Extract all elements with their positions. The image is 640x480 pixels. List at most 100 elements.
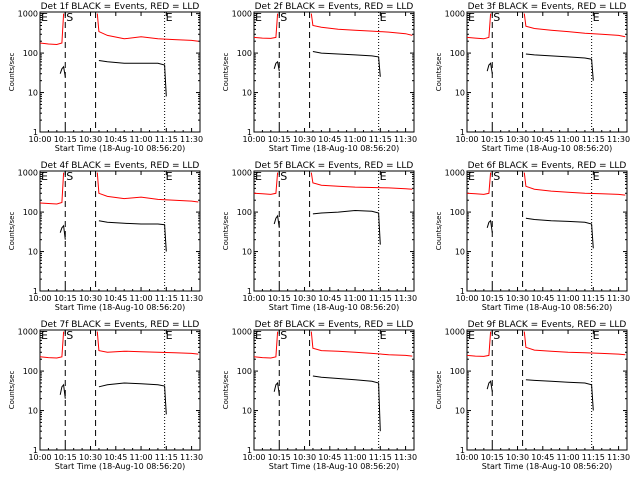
x-tick-label: 10:00 [455,453,478,462]
y-tick-label: 1000 [18,10,38,19]
detector-plot-5: Det 5f BLACK = Events, RED = LLD 1 10 100 10… [222,161,417,312]
y-tick-label: 10 [28,407,38,416]
x-tick-label: 10:30 [506,294,529,303]
lld-series-line [523,13,626,38]
x-tick-label: 10:15 [268,453,291,462]
detector-plot-7: Det 7f BLACK = Events, RED = LLD 1 10 100 10… [8,320,203,471]
lld-series-line [253,13,279,39]
x-tick-label: 11:30 [394,453,417,462]
y-tick-label: 1000 [232,169,252,178]
x-axis-label: Start Time (18-Aug-10 08:56:20) [482,303,613,312]
lld-series-line [253,331,279,359]
y-tick-label: 1000 [18,169,38,178]
x-tick-label: 11:30 [180,294,203,303]
x-tick-label: 11:30 [180,135,203,144]
marker-label: E [255,11,262,24]
x-tick-label: 11:00 [344,294,367,303]
events-series-line [273,60,280,72]
y-axis-label: Counts/sec [8,371,16,410]
x-tick-label: 10:00 [455,135,478,144]
x-tick-label: 10:00 [28,453,51,462]
marker-label: E [41,329,48,342]
x-tick-label: 11:30 [180,453,203,462]
plot-frame [466,329,628,451]
y-tick-label: 10 [455,248,465,257]
y-tick-label: 100 [237,367,252,376]
lld-series-line [310,172,413,190]
x-tick-label: 10:30 [293,453,316,462]
plot-title: Det 6f BLACK = Events, RED = LLD [468,161,627,171]
events-series-line [59,224,66,240]
x-tick-label: 10:45 [318,453,341,462]
y-tick-label: 1000 [232,10,252,19]
x-axis-label: Start Time (18-Aug-10 08:56:20) [55,144,186,153]
x-tick-label: 10:30 [79,453,102,462]
x-tick-label: 11:00 [344,135,367,144]
lld-series-line [523,172,626,196]
plot-frame [253,329,415,451]
x-tick-label: 10:15 [481,135,504,144]
x-tick-label: 11:15 [369,453,392,462]
y-tick-label: 1000 [232,328,252,337]
x-tick-label: 10:45 [531,135,554,144]
lld-series-line [466,331,492,357]
x-tick-label: 11:15 [582,135,605,144]
x-tick-label: 10:45 [318,135,341,144]
y-axis-label: Counts/sec [222,212,230,251]
marker-label: S [66,11,73,24]
x-tick-label: 11:15 [369,294,392,303]
y-axis-label: Counts/sec [435,212,443,251]
plot-title: Det 4f BLACK = Events, RED = LLD [41,161,200,171]
y-tick-label: 100 [23,208,38,217]
detector-plot-8: Det 8f BLACK = Events, RED = LLD 1 10 100 10… [222,320,417,471]
x-tick-label: 10:00 [242,453,265,462]
y-tick-label: 10 [242,248,252,257]
plot-title: Det 7f BLACK = Events, RED = LLD [41,320,200,330]
x-tick-label: 11:30 [607,294,630,303]
x-tick-label: 10:45 [531,453,554,462]
x-tick-label: 11:30 [607,135,630,144]
x-tick-label: 10:15 [481,294,504,303]
lld-series-line [310,13,413,36]
plot-frame [253,170,415,292]
lld-series-line [39,331,65,359]
plot-title: Det 8f BLACK = Events, RED = LLD [255,320,414,330]
x-tick-label: 11:15 [582,294,605,303]
detector-plot-6: Det 6f BLACK = Events, RED = LLD 1 10 100 10… [435,161,630,312]
detector-plot-1: Det 1f BLACK = Events, RED = LLD 1 10 100 10… [8,2,203,153]
marker-label: E [380,170,387,183]
marker-label: E [166,170,173,183]
y-tick-label: 100 [450,208,465,217]
marker-label: S [280,329,287,342]
lld-series-line [523,331,626,356]
y-tick-label: 1 [33,287,38,296]
plot-title: Det 5f BLACK = Events, RED = LLD [255,161,414,171]
plot-frame [466,170,628,292]
marker-label: S [66,170,73,183]
events-series-line [525,217,594,249]
y-axis-label: Counts/sec [8,212,16,251]
x-tick-label: 11:00 [557,294,580,303]
x-tick-label: 10:15 [268,294,291,303]
x-tick-label: 11:00 [557,135,580,144]
lld-series-line [39,13,65,46]
lld-series-line [39,172,65,205]
marker-label: S [280,170,287,183]
x-tick-label: 10:30 [79,135,102,144]
marker-label: S [66,329,73,342]
detector-plot-4: Det 4f BLACK = Events, RED = LLD 1 10 100 10… [8,161,203,312]
events-series-line [312,209,381,245]
x-tick-label: 10:00 [242,294,265,303]
plot-title: Det 1f BLACK = Events, RED = LLD [41,2,200,12]
events-series-line [273,214,280,228]
marker-label: E [593,329,600,342]
marker-label: S [493,11,500,24]
y-tick-label: 10 [242,89,252,98]
y-tick-label: 1 [247,287,252,296]
y-tick-label: 100 [450,367,465,376]
marker-label: E [468,170,475,183]
marker-label: E [41,11,48,24]
marker-label: E [41,170,48,183]
events-series-line [59,383,66,399]
y-axis-label: Counts/sec [222,371,230,410]
